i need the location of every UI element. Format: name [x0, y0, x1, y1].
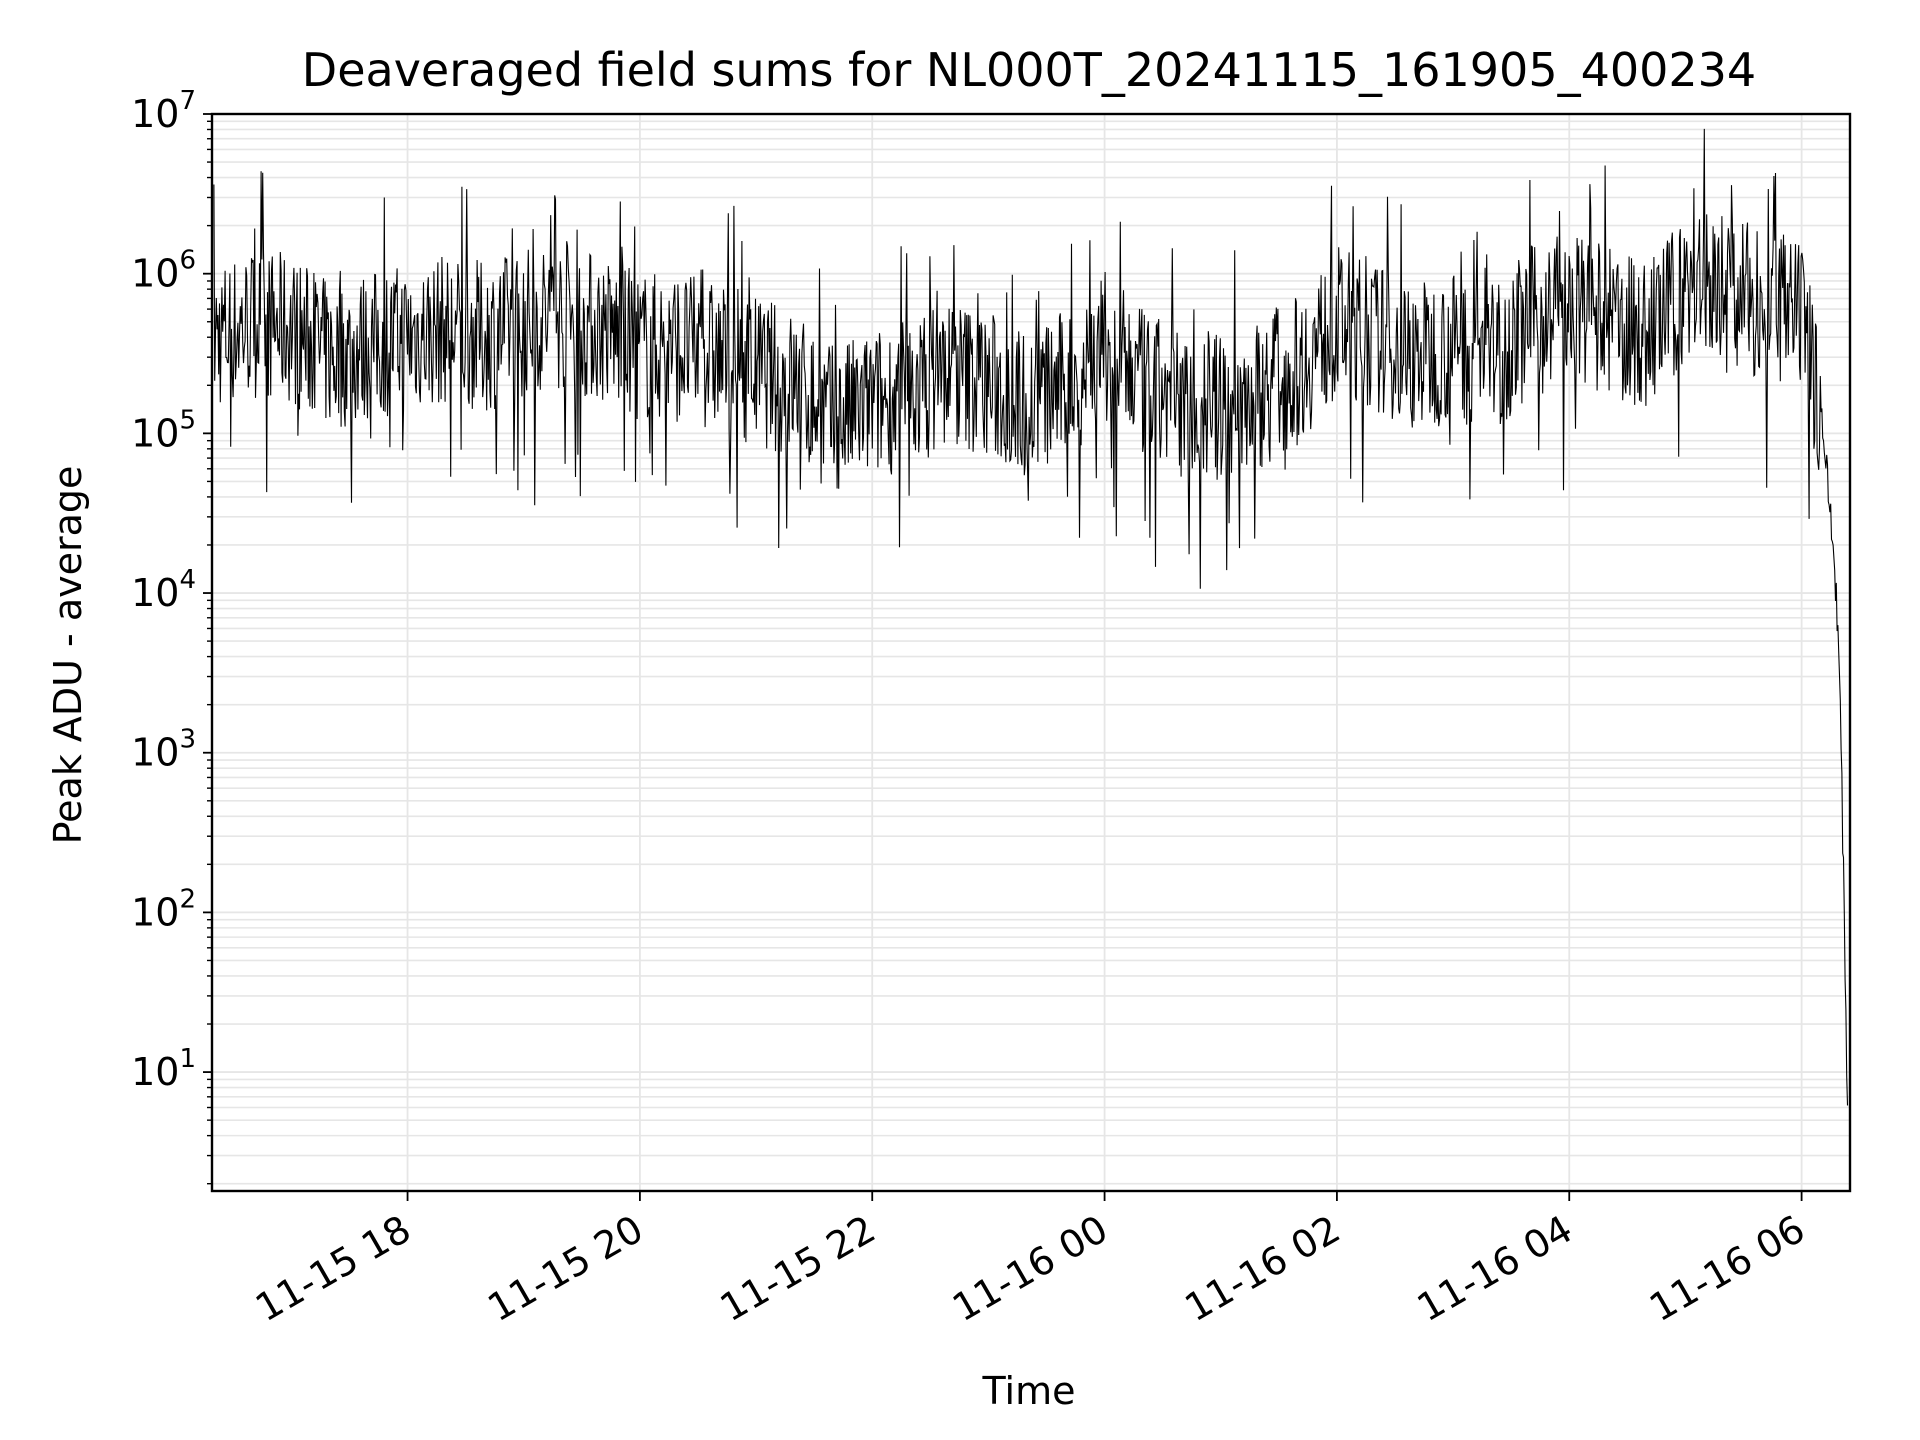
y-axis-label: Peak ADU - average — [46, 466, 90, 845]
y-tick-label: 104 — [131, 565, 196, 615]
y-tick-label: 101 — [131, 1044, 196, 1094]
y-tick-label: 105 — [131, 405, 196, 455]
y-tick-label: 103 — [131, 725, 196, 775]
plot-frame — [210, 112, 1852, 1193]
y-axis: 101 102 103 104 105 106 107 — [131, 86, 212, 1185]
y-tick-label: 107 — [131, 86, 196, 136]
data-series — [213, 128, 1849, 1106]
x-axis-label: Time — [982, 1369, 1076, 1413]
y-tick-label: 106 — [131, 246, 196, 296]
y-tick-label: 102 — [131, 884, 196, 934]
chart-title: Deaveraged field sums for NL000T_2024111… — [302, 43, 1756, 97]
series-line — [213, 128, 1849, 1106]
